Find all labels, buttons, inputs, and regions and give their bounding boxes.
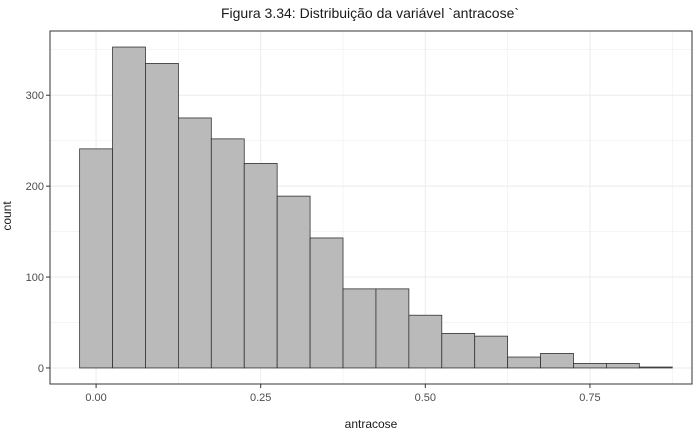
- histogram-bar: [309, 237, 344, 369]
- y-axis: 0 100 200 300: [26, 90, 50, 375]
- y-tick-label: 100: [26, 272, 44, 284]
- x-tick-label: 0.75: [579, 392, 600, 404]
- x-axis-title: antracose: [345, 417, 398, 431]
- histogram-bar: [441, 333, 476, 369]
- histogram-bar: [408, 314, 443, 369]
- histogram-bar: [507, 356, 541, 369]
- histogram-bar: [276, 195, 311, 369]
- histogram-bar: [79, 148, 113, 369]
- histogram-bar: [474, 335, 509, 369]
- histogram-bar: [112, 46, 146, 369]
- histogram-bar: [145, 63, 179, 369]
- chart-title: Figura 3.34: Distribuição da variável `a…: [221, 5, 519, 21]
- histogram-bar: [540, 353, 574, 369]
- histogram-bar: [606, 363, 640, 369]
- x-tick-label: 0.50: [415, 392, 436, 404]
- panel-border: [49, 30, 693, 385]
- x-tick-label: 0.00: [85, 392, 106, 404]
- histogram-bar: [243, 163, 278, 369]
- histogram-bar: [342, 288, 377, 369]
- histogram-bar: [638, 366, 673, 369]
- histogram-bar: [375, 288, 410, 369]
- x-tick-label: 0.25: [250, 392, 271, 404]
- y-tick-label: 0: [38, 363, 44, 375]
- histogram-bar: [210, 138, 245, 369]
- histogram-bar: [177, 117, 212, 369]
- x-axis: 0.00 0.25 0.50 0.75: [85, 384, 601, 404]
- y-tick-label: 300: [26, 90, 44, 102]
- y-axis-title: count: [0, 201, 14, 231]
- histogram-bars: [79, 46, 673, 369]
- histogram-bar: [573, 363, 607, 369]
- y-tick-label: 200: [26, 181, 44, 193]
